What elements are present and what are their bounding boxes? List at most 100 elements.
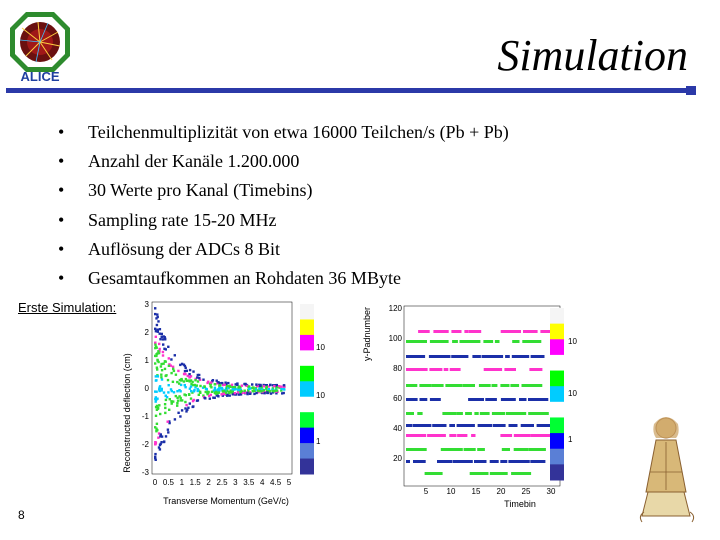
plot-left-colorbar-segment bbox=[300, 304, 314, 320]
scatter-point bbox=[165, 396, 169, 399]
scatter-point bbox=[154, 312, 157, 316]
bullet-glyph: • bbox=[58, 209, 65, 230]
plot-right-colorbar-segment bbox=[550, 386, 564, 403]
scatter-point bbox=[157, 320, 160, 323]
scatter-point bbox=[247, 389, 250, 393]
scatter-point bbox=[249, 387, 252, 390]
track-segment bbox=[489, 460, 499, 463]
track-segment bbox=[456, 424, 475, 427]
scatter-point bbox=[266, 391, 269, 394]
scatter-point bbox=[248, 392, 252, 395]
deflection-plot: Reconstructed deflection (cm) Transverse… bbox=[118, 298, 330, 510]
decorative-figure-image bbox=[636, 412, 698, 524]
scatter-point bbox=[224, 391, 228, 394]
scatter-point bbox=[258, 387, 261, 390]
track-segment bbox=[428, 355, 451, 358]
track-segment bbox=[459, 340, 481, 343]
scatter-point bbox=[239, 386, 242, 389]
scatter-point bbox=[168, 398, 171, 401]
scatter-point bbox=[158, 389, 161, 393]
scatter-point bbox=[271, 384, 275, 387]
scatter-point bbox=[239, 393, 243, 396]
scatter-point bbox=[275, 386, 278, 389]
scatter-point bbox=[210, 386, 213, 389]
scatter-point bbox=[156, 375, 160, 378]
scatter-point bbox=[167, 384, 170, 387]
scatter-point bbox=[196, 380, 200, 383]
scatter-point bbox=[198, 377, 201, 380]
scatter-point bbox=[235, 383, 239, 386]
scatter-point bbox=[162, 391, 166, 394]
page-number: 8 bbox=[18, 508, 25, 522]
track-segment bbox=[406, 355, 426, 358]
scatter-point bbox=[233, 388, 236, 391]
track-segment bbox=[457, 434, 468, 437]
scatter-point bbox=[223, 383, 226, 386]
bullet-text: Teilchenmultiplizität von etwa 16000 Tei… bbox=[88, 122, 509, 142]
scatter-point bbox=[174, 394, 177, 398]
track-segment bbox=[500, 330, 521, 333]
plot-right-colorbar-segment bbox=[550, 433, 564, 450]
plot-left-colorbar-segment bbox=[300, 396, 314, 413]
scatter-point bbox=[163, 403, 167, 406]
scatter-point bbox=[177, 411, 180, 414]
track-segment bbox=[468, 398, 484, 401]
scatter-point bbox=[260, 390, 263, 393]
track-segment bbox=[406, 412, 414, 415]
scatter-point bbox=[155, 427, 158, 430]
plot-right-xtick-label: 5 bbox=[424, 487, 429, 496]
scatter-point bbox=[215, 394, 218, 397]
scatter-point bbox=[178, 395, 181, 398]
scatter-point bbox=[253, 392, 256, 396]
scatter-point bbox=[154, 343, 157, 346]
scatter-point bbox=[215, 390, 218, 394]
track-segment bbox=[485, 398, 497, 401]
scatter-point bbox=[232, 393, 235, 396]
scatter-point bbox=[158, 448, 162, 451]
scatter-point bbox=[224, 381, 227, 384]
scatter-point bbox=[170, 401, 173, 404]
track-segment bbox=[505, 412, 527, 415]
track-segment bbox=[452, 340, 458, 343]
scatter-point bbox=[163, 367, 167, 371]
track-segment bbox=[452, 460, 473, 463]
track-segment bbox=[477, 424, 493, 427]
track-segment bbox=[465, 412, 472, 415]
scatter-point bbox=[178, 389, 181, 392]
scatter-point bbox=[217, 381, 220, 384]
scatter-point bbox=[221, 383, 225, 387]
plot-left-ytick-label: 0 bbox=[145, 384, 150, 393]
scatter-point bbox=[237, 388, 241, 392]
scatter-point bbox=[245, 384, 248, 387]
scatter-point bbox=[209, 393, 212, 397]
scatter-point bbox=[155, 317, 158, 320]
plot-left-colorbar-segment bbox=[300, 334, 314, 351]
scatter-point bbox=[157, 351, 161, 355]
scatter-point bbox=[260, 387, 263, 390]
track-segment bbox=[413, 424, 432, 427]
plot-right-colorbar bbox=[550, 308, 564, 481]
scatter-point bbox=[227, 385, 230, 388]
scatter-point bbox=[183, 393, 186, 396]
scatter-point bbox=[176, 401, 179, 405]
scatter-point bbox=[179, 415, 182, 418]
scatter-point bbox=[154, 414, 158, 417]
track-segment bbox=[440, 448, 463, 451]
title-divider-end bbox=[686, 86, 696, 95]
scatter-point bbox=[254, 387, 258, 390]
scatter-point bbox=[275, 389, 279, 392]
scatter-point bbox=[154, 379, 158, 382]
scatter-point bbox=[158, 443, 162, 447]
scatter-point bbox=[248, 391, 251, 394]
scatter-point bbox=[164, 348, 167, 351]
scatter-point bbox=[167, 345, 170, 348]
scatter-point bbox=[156, 358, 159, 362]
scatter-point bbox=[255, 383, 258, 386]
alice-logo: ALICE bbox=[8, 10, 72, 84]
track-segment bbox=[456, 412, 463, 415]
track-segment bbox=[528, 448, 546, 451]
plot-left-colorbar bbox=[300, 304, 314, 475]
list-item: • Teilchenmultiplizität von etwa 16000 Te… bbox=[58, 118, 509, 147]
scatter-point bbox=[178, 378, 182, 382]
scatter-point bbox=[183, 384, 186, 387]
